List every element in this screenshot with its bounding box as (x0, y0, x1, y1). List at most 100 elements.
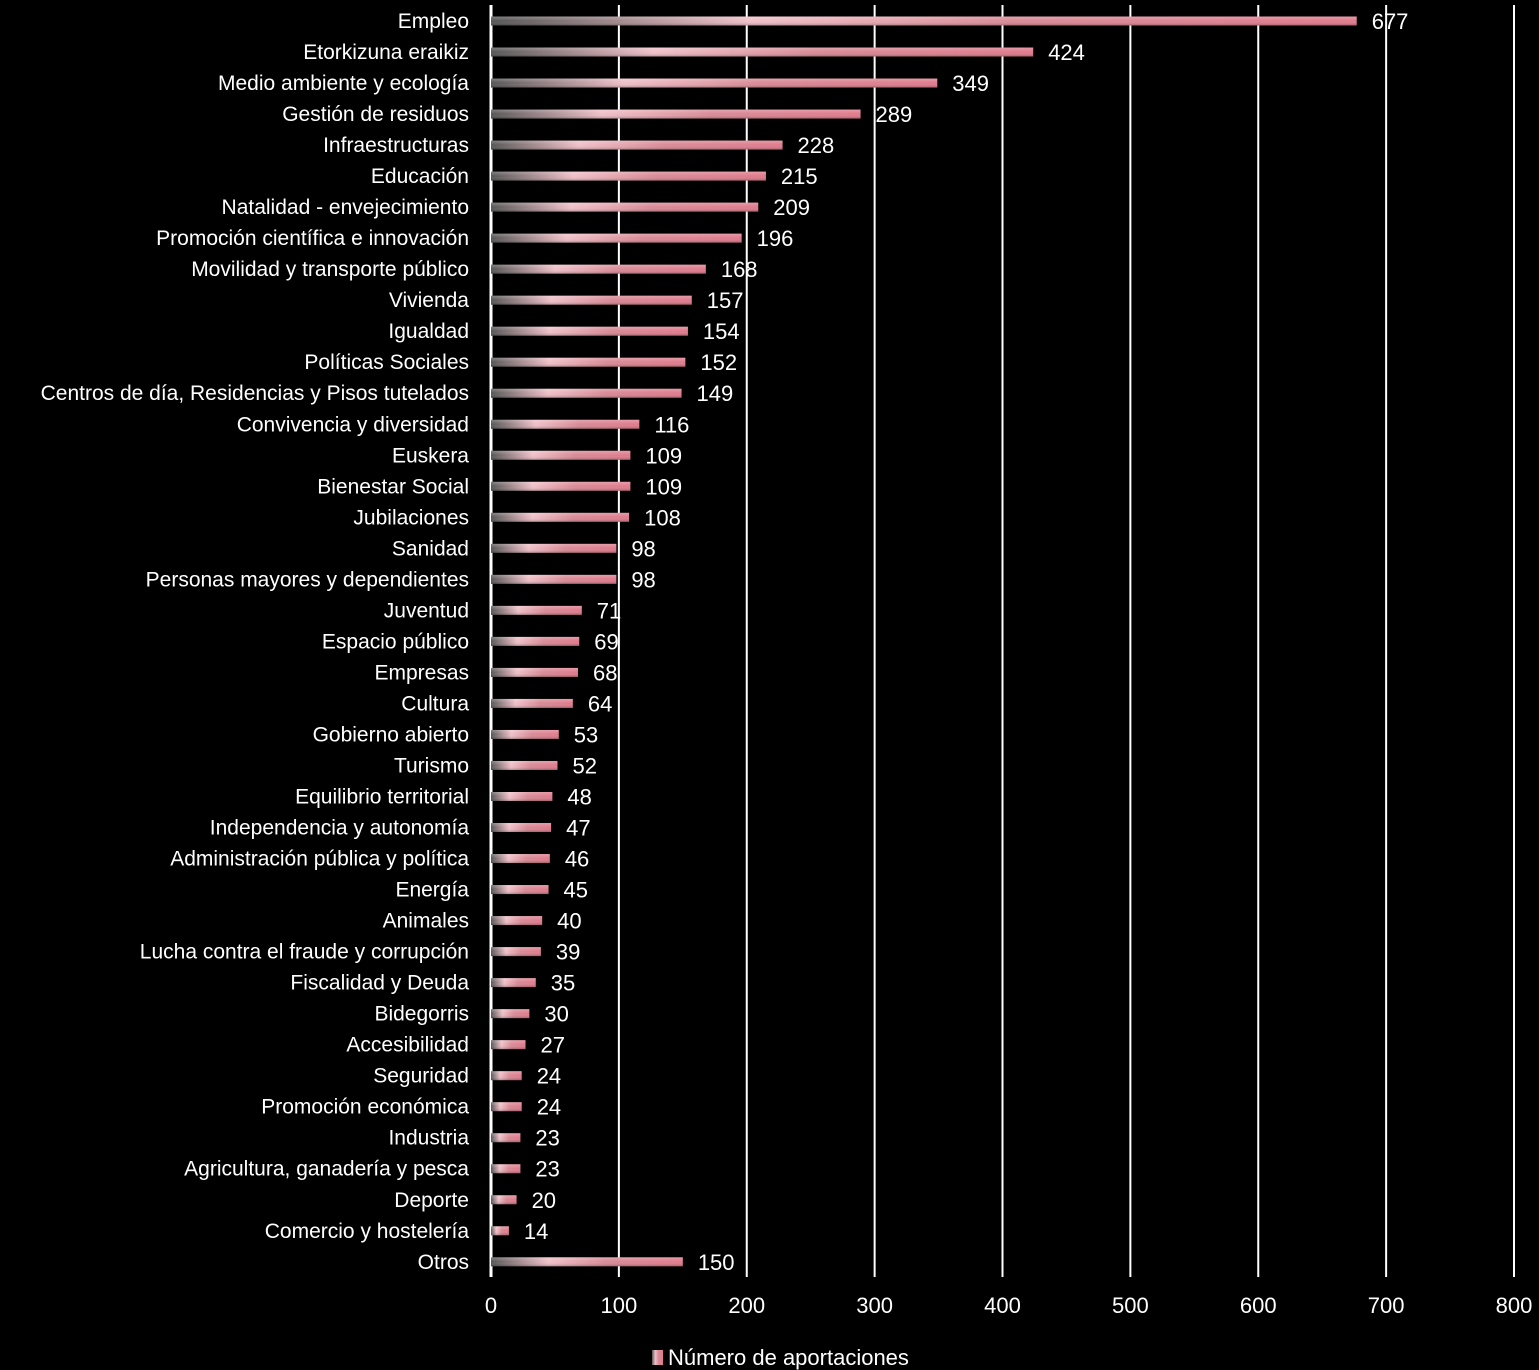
value-label: 71 (597, 598, 621, 623)
category-label: Promoción científica e innovación (156, 227, 469, 250)
value-label: 215 (781, 164, 818, 189)
x-axis-tick-labels: 0 100 200 300 400 500 600 700 800 (485, 1293, 1532, 1318)
bar-shade (491, 947, 541, 957)
category-label: Agricultura, ganadería y pesca (184, 1158, 469, 1181)
category-label: Otros (418, 1251, 469, 1274)
value-label: 30 (544, 1002, 568, 1027)
value-label: 349 (952, 71, 989, 96)
category-label: Medio ambiente y ecología (218, 72, 469, 95)
x-tick-label: 800 (1496, 1293, 1533, 1318)
gridlines (489, 5, 1515, 1277)
category-label: Gobierno abierto (313, 723, 469, 746)
bar-shade (491, 978, 536, 988)
bar-shade (491, 636, 580, 646)
x-tick-label: 600 (1240, 1293, 1277, 1318)
category-label: Gestión de residuos (282, 103, 469, 126)
value-label: 24 (537, 1064, 561, 1089)
value-label: 53 (574, 722, 598, 747)
category-label: Jubilaciones (353, 506, 469, 529)
value-label: 64 (588, 691, 612, 716)
bar-shade (491, 698, 573, 708)
category-label: Vivienda (389, 289, 469, 312)
legend-label: Número de aportaciones (668, 1345, 909, 1370)
bar-shade (491, 326, 688, 336)
bar-shade (491, 1257, 683, 1267)
category-label: Bidegorris (374, 1003, 469, 1026)
category-label: Natalidad - envejecimiento (222, 196, 469, 219)
category-label: Igualdad (388, 320, 469, 343)
bar-shade (491, 388, 682, 398)
category-label: Espacio público (322, 630, 469, 653)
bar-shade (491, 916, 543, 926)
category-label: Políticas Sociales (304, 351, 469, 374)
category-label: Equilibrio territorial (295, 786, 469, 809)
bar-shade (491, 47, 1034, 57)
category-label: Turismo (394, 754, 469, 777)
bar-shade (491, 140, 783, 150)
value-label: 289 (876, 102, 913, 127)
category-label: Personas mayores y dependientes (146, 568, 469, 591)
value-label: 108 (644, 505, 681, 530)
value-label: 69 (594, 629, 618, 654)
category-label: Educación (371, 165, 469, 188)
bar-shade (491, 1195, 517, 1205)
bar-shade (491, 760, 558, 770)
bar-shade (491, 1133, 521, 1143)
category-label: Independencia y autonomía (210, 817, 470, 840)
category-label: Deporte (394, 1189, 469, 1212)
legend: Número de aportaciones (652, 1345, 909, 1370)
bar-shade (491, 667, 578, 677)
bar-shade (491, 450, 631, 460)
value-label: 677 (1372, 9, 1409, 34)
bar-shade (491, 605, 582, 615)
bar-shade (491, 1164, 521, 1174)
value-labels: 677 424 349 289 228 215 209 196 168 157 154 152 149 1… (524, 9, 1409, 1275)
value-label: 40 (557, 909, 581, 934)
bar-shade (491, 202, 759, 212)
value-label: 46 (565, 847, 589, 872)
bar-shade (491, 512, 630, 522)
value-label: 424 (1048, 40, 1085, 65)
bar-shade (491, 171, 766, 181)
category-label: Empresas (374, 661, 469, 684)
category-label: Administración pública y política (170, 848, 469, 871)
value-label: 23 (535, 1157, 559, 1182)
value-label: 20 (532, 1188, 556, 1213)
bar-shade (491, 574, 617, 584)
category-label: Juventud (384, 599, 469, 622)
bar-shade (491, 1071, 522, 1081)
value-label: 23 (535, 1126, 559, 1151)
x-tick-label: 100 (601, 1293, 638, 1318)
category-label: Seguridad (373, 1065, 469, 1088)
bar-shade (491, 78, 938, 88)
value-label: 228 (798, 133, 835, 158)
value-label: 68 (593, 660, 617, 685)
category-label: Fiscalidad y Deuda (290, 972, 469, 995)
bar-shade (491, 264, 706, 274)
x-tick-label: 700 (1368, 1293, 1405, 1318)
bar-shade (491, 357, 686, 367)
value-label: 150 (698, 1250, 735, 1275)
value-label: 152 (700, 350, 737, 375)
legend-swatch (652, 1350, 663, 1365)
bar-shade (491, 854, 550, 864)
x-tick-label: 0 (485, 1293, 497, 1318)
category-label: Industria (388, 1127, 469, 1150)
bar-shade (491, 419, 640, 429)
value-label: 39 (556, 940, 580, 965)
category-label: Energía (395, 879, 469, 902)
bar-shade (491, 295, 692, 305)
bar-shade (491, 109, 861, 119)
category-label: Empleo (398, 10, 469, 33)
category-label: Convivencia y diversidad (237, 413, 469, 436)
x-tick-label: 500 (1112, 1293, 1149, 1318)
value-label: 14 (524, 1219, 548, 1244)
value-label: 52 (572, 753, 596, 778)
value-label: 47 (566, 816, 590, 841)
value-label: 35 (551, 971, 575, 996)
category-label: Movilidad y transporte público (191, 258, 469, 281)
value-label: 109 (645, 443, 682, 468)
value-label: 24 (537, 1095, 561, 1120)
x-tick-label: 400 (984, 1293, 1021, 1318)
